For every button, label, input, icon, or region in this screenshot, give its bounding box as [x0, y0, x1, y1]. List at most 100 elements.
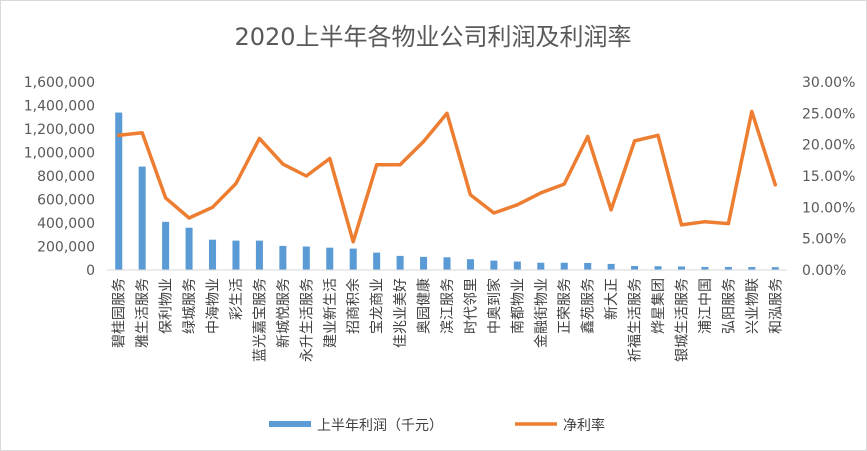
category-label: 永升生活服务 — [299, 278, 315, 362]
category-label: 佳兆业美好 — [393, 278, 409, 348]
category-label: 银城生活服务 — [674, 278, 690, 362]
bar — [701, 266, 709, 270]
bar — [654, 266, 662, 270]
category-label: 新城悦服务 — [276, 278, 292, 348]
bar — [373, 252, 381, 270]
line-series — [116, 109, 778, 244]
margin-point — [398, 163, 402, 167]
margin-point — [562, 182, 566, 186]
bar — [490, 260, 498, 270]
bar — [537, 262, 545, 270]
legend-swatch-profit — [269, 421, 311, 427]
category-label: 浦江中国 — [698, 278, 714, 334]
bar — [443, 257, 451, 270]
margin-point — [726, 222, 730, 226]
right-tick-label: 15.00% — [802, 169, 855, 185]
bar — [771, 267, 779, 270]
margin-point — [656, 133, 660, 137]
left-tick-label: 400,000 — [37, 216, 95, 232]
category-label: 宝龙商业 — [370, 278, 386, 334]
margin-point — [773, 183, 777, 187]
category-label: 彩生活 — [229, 278, 245, 320]
left-tick-label: 200,000 — [37, 240, 95, 256]
bar — [255, 240, 263, 270]
category-label: 蓝光嘉宝服务 — [252, 278, 268, 362]
bar — [279, 245, 287, 270]
margin-point — [187, 216, 191, 220]
category-label: 正荣服务 — [557, 278, 573, 334]
margin-point — [164, 196, 168, 200]
category-label: 新大正 — [604, 278, 620, 320]
bar — [209, 239, 217, 270]
margin-point — [468, 193, 472, 197]
left-tick-label: 1,400,000 — [24, 99, 95, 115]
margin-point — [586, 135, 590, 139]
right-tick-label: 30.00% — [802, 75, 855, 91]
category-label: 弘阳服务 — [721, 278, 737, 334]
legend: 上半年利润（千元） 净利率 — [269, 417, 605, 434]
margin-point — [328, 156, 332, 160]
right-axis: 0.00% 5.00% 10.00% 15.00% 20.00% 25.00% 30.00% — [802, 75, 855, 279]
category-label: 保利物业 — [159, 278, 175, 334]
left-tick-label: 800,000 — [37, 169, 95, 185]
bar — [748, 267, 756, 270]
category-label: 祈福生活服务 — [628, 278, 644, 362]
margin-point — [633, 139, 637, 143]
category-label: 时代邻里 — [463, 278, 479, 334]
bar — [560, 262, 568, 270]
margin-point — [375, 163, 379, 167]
category-label: 兴业物联 — [745, 278, 761, 334]
right-tick-label: 5.00% — [802, 232, 846, 248]
category-label: 中海物业 — [206, 278, 222, 334]
margin-point — [515, 203, 519, 207]
bar — [584, 262, 592, 270]
category-label: 烨星集团 — [650, 278, 667, 334]
margin-point — [539, 191, 543, 195]
margin-point — [140, 131, 144, 135]
category-label: 雅生活服务 — [135, 278, 151, 348]
bar — [302, 246, 310, 270]
right-tick-label: 20.00% — [802, 138, 855, 154]
margin-point — [257, 136, 261, 140]
left-tick-label: 1,200,000 — [24, 122, 95, 138]
margin-point — [304, 174, 308, 178]
right-tick-label: 25.00% — [802, 106, 855, 122]
margin-point — [679, 223, 683, 227]
bar — [138, 166, 146, 270]
margin-point — [492, 211, 496, 215]
category-label: 中奥到家 — [486, 278, 503, 334]
left-tick-label: 600,000 — [37, 193, 95, 209]
left-tick-label: 1,600,000 — [24, 75, 95, 91]
left-tick-label: 1,000,000 — [24, 146, 95, 162]
chart-title: 2020上半年各物业公司利润及利润率 — [234, 23, 631, 51]
margin-point — [445, 111, 449, 115]
right-tick-label: 10.00% — [802, 200, 855, 216]
margin-point — [234, 182, 238, 186]
margin-point — [281, 162, 285, 166]
margin-point — [609, 208, 613, 212]
right-tick-label: 0.00% — [802, 263, 846, 279]
bar — [185, 227, 193, 270]
category-label: 鑫苑服务 — [580, 278, 597, 334]
bar — [513, 261, 521, 270]
category-label: 绿城服务 — [182, 278, 198, 334]
bar — [724, 266, 732, 270]
bar — [677, 266, 685, 270]
bar — [162, 221, 170, 270]
margin-point — [351, 240, 355, 244]
margin-point — [211, 205, 215, 209]
margin-point — [703, 220, 707, 224]
category-label: 奥园健康 — [416, 278, 433, 334]
category-label: 和泓服务 — [768, 278, 784, 334]
legend-label-profit: 上半年利润（千元） — [317, 418, 443, 434]
legend-label-margin: 净利率 — [563, 417, 605, 434]
category-labels: 碧桂园服务 雅生活服务 保利物业 绿城服务 中海物业 彩生活 蓝光嘉宝服务 新城悦服务 永升生活… — [112, 278, 785, 362]
left-tick-label: 0 — [86, 263, 95, 279]
margin-point — [750, 109, 754, 113]
bar — [420, 256, 428, 270]
margin-point — [117, 133, 121, 137]
left-axis: 0 200,000 400,000 600,000 800,000 1,000,000 1,… — [24, 75, 95, 279]
category-label: 南都物业 — [510, 278, 526, 334]
